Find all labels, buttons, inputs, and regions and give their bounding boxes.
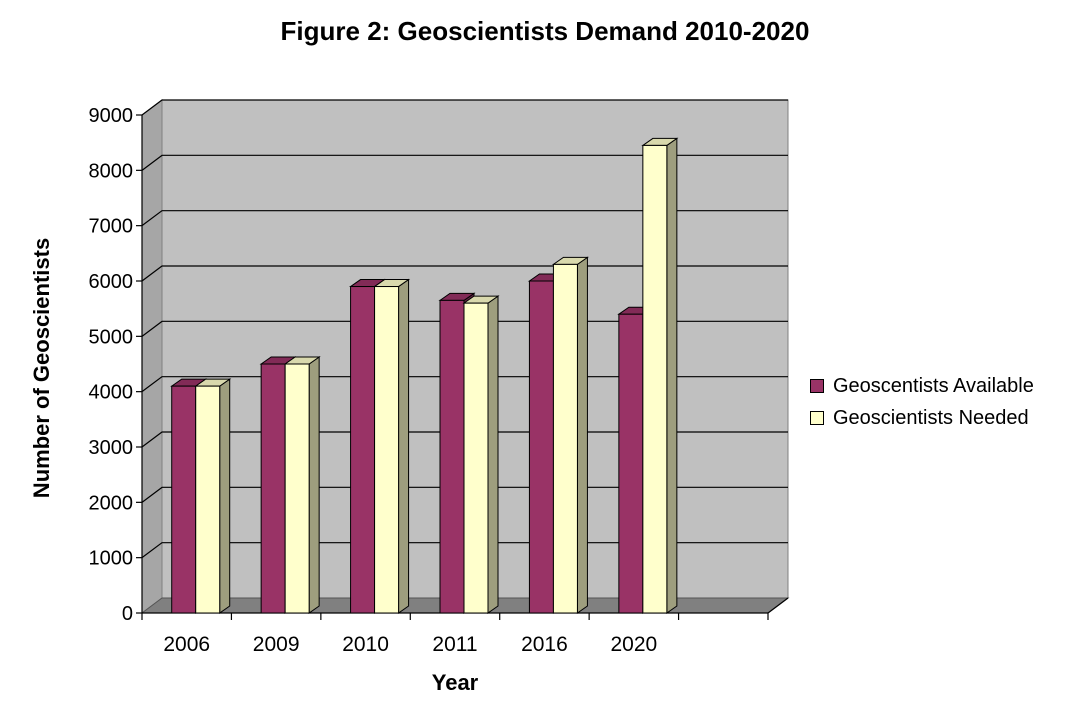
- y-tick-label: 4000: [89, 382, 134, 404]
- y-tick-label: 9000: [89, 105, 134, 127]
- gridline: [141, 210, 788, 227]
- y-tick-label: 6000: [89, 271, 134, 293]
- x-tick-label: 2020: [610, 633, 657, 656]
- bar: [284, 363, 310, 614]
- gridline: [141, 154, 788, 171]
- bar: [374, 286, 400, 614]
- y-tick-label: 2000: [89, 492, 134, 514]
- bar-side: [219, 378, 231, 614]
- bar: [171, 385, 197, 614]
- bar: [642, 144, 668, 614]
- x-tick-label: 2016: [521, 633, 568, 656]
- bar-side: [487, 295, 499, 614]
- y-tick-label: 8000: [89, 160, 134, 182]
- legend-item-available: Geoscentists Available: [810, 370, 1034, 402]
- legend-swatch-available: [810, 379, 824, 393]
- y-tick-label: 1000: [89, 548, 134, 570]
- plot-side-wall: [141, 99, 163, 614]
- bar: [463, 302, 489, 614]
- y-axis-label: Number of Geoscientists: [29, 237, 54, 499]
- x-tick-label: 2011: [432, 633, 477, 656]
- bar: [260, 363, 286, 614]
- legend-swatch-needed: [810, 411, 824, 425]
- bar: [350, 286, 376, 614]
- bar-side: [308, 356, 320, 614]
- bar: [528, 280, 554, 614]
- x-tick-label: 2006: [163, 633, 210, 656]
- bar: [552, 263, 578, 614]
- gridline: [141, 99, 788, 116]
- bar-side: [398, 278, 410, 614]
- bar: [618, 313, 644, 614]
- legend-label-available: Geoscentists Available: [833, 374, 1034, 397]
- x-axis-label: Year: [431, 670, 479, 695]
- x-tick-label: 2009: [253, 633, 300, 656]
- y-tick-label: 3000: [89, 437, 134, 459]
- y-tick-label: 0: [122, 603, 133, 625]
- bar-side: [666, 137, 678, 614]
- legend: Geoscentists Available Geoscientists Nee…: [810, 370, 1034, 434]
- bar: [439, 299, 465, 614]
- bar-side: [576, 256, 588, 614]
- x-axis-depth-edge: [767, 597, 789, 614]
- legend-label-needed: Geoscientists Needed: [833, 406, 1029, 429]
- x-tick-label: 2010: [342, 633, 389, 656]
- legend-item-needed: Geoscientists Needed: [810, 402, 1034, 434]
- chart-title: Figure 2: Geoscientists Demand 2010-2020: [280, 16, 810, 46]
- y-tick-label: 7000: [89, 216, 134, 238]
- bar: [195, 385, 221, 614]
- y-tick-label: 5000: [89, 326, 134, 348]
